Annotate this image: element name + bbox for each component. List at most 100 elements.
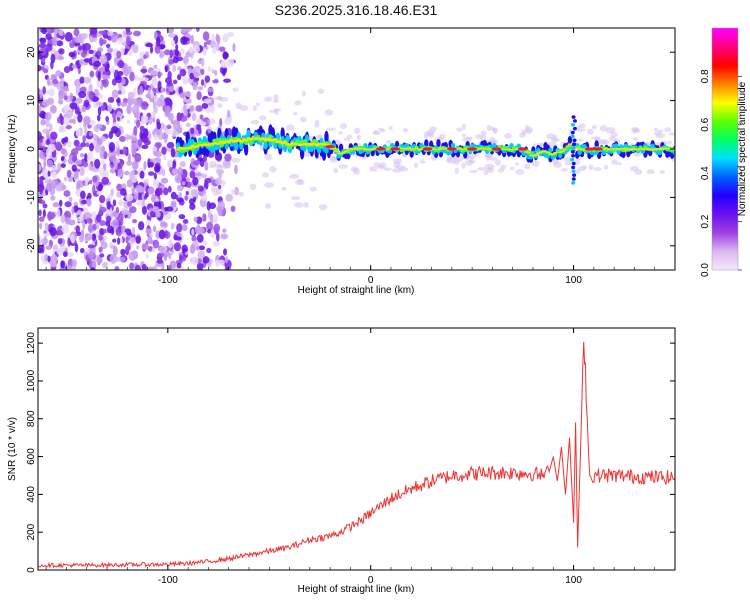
- spectrogram-noise-blob: [80, 142, 87, 148]
- spectrogram-haze-blob: [564, 156, 573, 163]
- spectrogram-haze-blob: [264, 96, 273, 102]
- spectrogram-noise-blob: [219, 117, 223, 127]
- spectrogram-haze-blob: [377, 165, 384, 169]
- spectrogram-noise-blob: [112, 199, 117, 207]
- spectrogram-noise-blob: [49, 131, 58, 140]
- spectrogram-haze-blob: [285, 124, 295, 131]
- spectrogram-noise-blob: [210, 213, 214, 224]
- spectrogram-ridge-cell: [557, 153, 563, 159]
- spectrogram-noise-blob: [230, 205, 236, 212]
- spectrogram-haze-blob: [333, 167, 339, 174]
- spectrogram-noise-blob: [48, 88, 55, 97]
- spectrogram-noise-blob: [125, 28, 131, 33]
- spectrogram-noise-blob: [213, 223, 221, 234]
- spectrogram-noise-blob: [84, 153, 88, 162]
- spectrogram-noise-blob: [52, 202, 60, 208]
- spectrogram-ridge-cell: [436, 139, 441, 148]
- spectrogram-noise-blob: [91, 211, 97, 220]
- spectrogram-haze-blob: [317, 88, 325, 95]
- spectrogram-ridge-cell: [436, 148, 441, 151]
- spectrogram-noise-blob: [139, 170, 145, 179]
- spectrogram-ridge-cell: [282, 141, 288, 144]
- spectrogram-noise-blob: [110, 188, 114, 197]
- spectrogram-noise-blob: [74, 171, 79, 179]
- spectrogram-noise-blob: [80, 32, 88, 40]
- spectrogram-noise-blob: [63, 210, 72, 220]
- spectrogram-x-tick-label: 100: [565, 275, 582, 286]
- spectrogram-noise-blob: [153, 133, 158, 141]
- spectrogram-noise-blob: [38, 209, 42, 217]
- spectrogram-y-tick-label: -20: [26, 238, 37, 253]
- spectrogram-haze-blob: [216, 103, 223, 109]
- spectrogram-noise-blob: [74, 106, 80, 115]
- spectrogram-noise-blob: [98, 234, 103, 241]
- spectrogram-noise-blob: [89, 142, 94, 152]
- spectrogram-noise-blob: [207, 66, 212, 72]
- spectrogram-noise-blob: [198, 126, 202, 135]
- spectrogram-noise-blob: [110, 219, 119, 228]
- spectrogram-noise-blob: [42, 209, 46, 218]
- spectrogram-haze-blob: [353, 127, 361, 134]
- spectrogram-noise-blob: [222, 228, 227, 233]
- spectrogram-ridge-cell: [567, 135, 573, 145]
- spectrogram-noise-blob: [109, 168, 116, 174]
- spectrogram-noise-blob: [214, 69, 218, 76]
- spectrogram-noise-blob: [48, 239, 54, 248]
- spectrogram-noise-blob: [141, 136, 149, 143]
- spectrogram-noise-blob: [83, 76, 92, 84]
- spectrogram-ridge-cell: [465, 149, 470, 153]
- spectrogram-noise-blob: [143, 54, 147, 60]
- spectrogram-noise-blob: [73, 139, 80, 147]
- spectrogram-ridge-cell: [613, 143, 619, 149]
- spectrogram-noise-blob: [66, 169, 72, 179]
- spectrogram-haze-blob: [605, 127, 616, 134]
- spectrogram-noise-blob: [202, 155, 207, 163]
- spectrogram-noise-blob: [154, 44, 161, 54]
- spectrogram-noise-blob: [121, 209, 129, 216]
- spectrogram-haze-blob: [255, 102, 260, 107]
- spectrogram-noise-blob: [157, 130, 161, 136]
- spectrogram-ridge-cell: [528, 151, 534, 155]
- spectrogram-haze-blob: [290, 195, 301, 201]
- spectrogram-ridge-cell: [385, 148, 390, 151]
- spectrogram-noise-blob: [197, 60, 204, 65]
- spectrogram-noise-blob: [55, 141, 62, 151]
- spectrogram-noise-blob: [41, 28, 48, 35]
- snr-y-tick-label: 800: [26, 410, 37, 427]
- spectrogram-noise-blob: [112, 245, 118, 256]
- spectrogram-noise-blob: [102, 74, 108, 80]
- spectrogram-ridge-cell: [175, 148, 181, 151]
- spectrogram-noise-blob: [182, 219, 189, 224]
- spectrogram-noise-blob: [179, 161, 186, 168]
- spectrogram-noise-blob: [110, 66, 115, 74]
- spectrogram-haze-blob: [659, 170, 666, 174]
- colorbar-ticks: 0.0 0.2 0.4 0.6 0.8: [700, 69, 742, 277]
- spectrogram-noise-blob: [177, 66, 182, 71]
- spectrogram-haze-blob: [634, 169, 643, 175]
- snr-y-label: SNR (10 * v/v): [7, 417, 18, 481]
- spectrogram-noise-blob: [114, 266, 120, 270]
- spectrogram-ridge-cell: [187, 146, 193, 150]
- spectrogram-ridge-cell: [246, 129, 251, 138]
- spectrogram-haze-blob: [468, 159, 476, 164]
- spectrogram-haze-blob: [219, 165, 230, 169]
- spectrogram-noise-blob: [152, 239, 160, 249]
- spectrogram-noise-blob: [93, 134, 97, 141]
- spectrogram-noise-blob: [60, 214, 66, 224]
- spectrogram-haze-blob: [249, 183, 257, 190]
- spectrogram-noise-blob: [84, 102, 89, 108]
- spectrogram-noise-blob: [128, 251, 137, 261]
- spectrogram-noise-blob: [84, 233, 93, 241]
- spectrogram-noise-blob: [115, 227, 121, 235]
- spectrogram-haze-blob: [667, 140, 672, 145]
- spectrogram-spike-cell: [571, 165, 576, 170]
- spectrogram-noise-blob: [147, 235, 153, 245]
- spectrogram-noise-blob: [181, 173, 187, 178]
- spectrogram-noise-blob: [117, 90, 122, 95]
- spectrogram-noise-blob: [173, 242, 182, 252]
- spectrogram-noise-blob: [138, 221, 145, 231]
- spectrogram-ridge-cell: [545, 151, 551, 154]
- spectrogram-haze-blob: [215, 188, 223, 195]
- spectrogram-haze-blob: [264, 182, 274, 188]
